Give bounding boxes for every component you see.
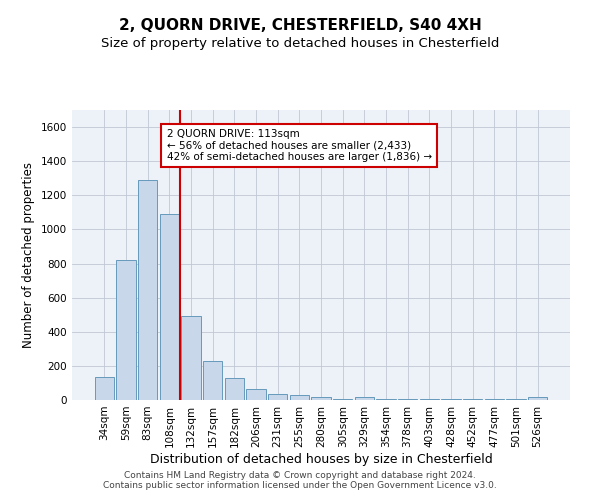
Bar [181, 316, 201, 400]
Bar [528, 398, 547, 400]
Y-axis label: Number of detached properties: Number of detached properties [22, 162, 35, 348]
Text: 2 QUORN DRIVE: 113sqm
← 56% of detached houses are smaller (2,433)
42% of semi-d: 2 QUORN DRIVE: 113sqm ← 56% of detached … [167, 129, 432, 162]
Bar [160, 214, 179, 400]
Bar [333, 399, 352, 400]
X-axis label: Distribution of detached houses by size in Chesterfield: Distribution of detached houses by size … [149, 452, 493, 466]
Bar [355, 398, 374, 400]
Bar [246, 389, 266, 400]
Bar [268, 394, 287, 400]
Bar [138, 180, 157, 400]
Bar [290, 396, 309, 400]
Bar [224, 378, 244, 400]
Text: Size of property relative to detached houses in Chesterfield: Size of property relative to detached ho… [101, 38, 499, 51]
Bar [95, 377, 114, 400]
Bar [311, 397, 331, 400]
Text: 2, QUORN DRIVE, CHESTERFIELD, S40 4XH: 2, QUORN DRIVE, CHESTERFIELD, S40 4XH [119, 18, 481, 32]
Bar [203, 361, 223, 400]
Text: Contains HM Land Registry data © Crown copyright and database right 2024.
Contai: Contains HM Land Registry data © Crown c… [103, 470, 497, 490]
Bar [116, 260, 136, 400]
